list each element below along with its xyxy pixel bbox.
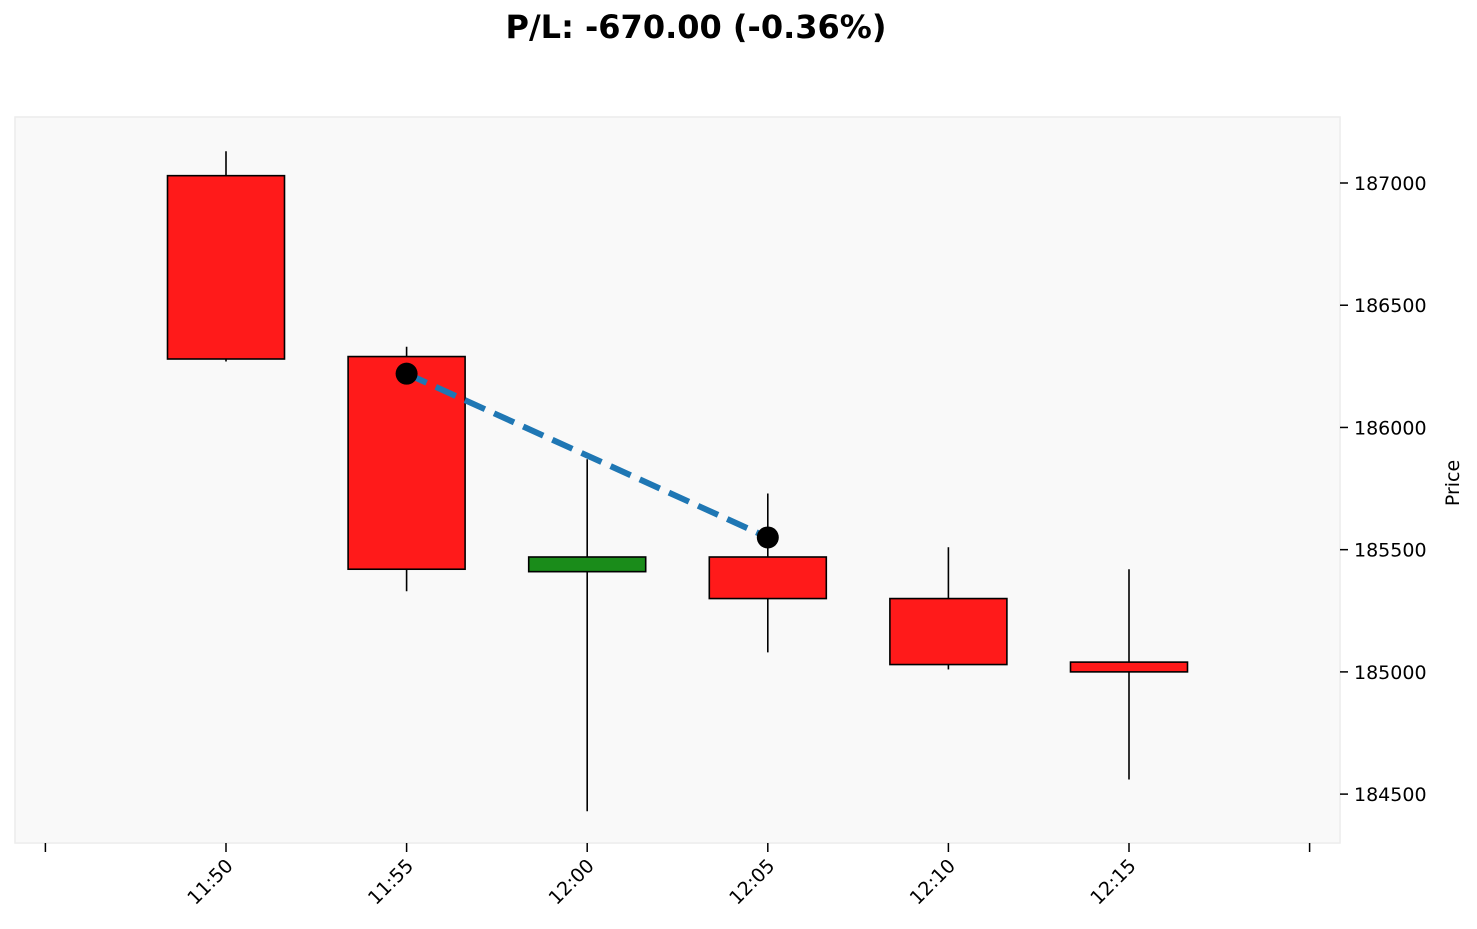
y-tick-label: 184500	[1354, 784, 1427, 806]
candle-body	[347, 355, 466, 571]
y-tick-label: 185500	[1354, 540, 1427, 562]
y-tick-label: 185000	[1354, 662, 1427, 684]
candle-body	[889, 597, 1008, 666]
candle-body	[708, 556, 828, 600]
trade-line	[405, 370, 770, 541]
x-tick-label: 12:15	[1086, 855, 1140, 909]
y-axis-title: Price	[1442, 460, 1464, 506]
x-tick-label: 12:00	[544, 855, 598, 909]
x-tick-label: 11:55	[364, 855, 418, 909]
x-tick-label: 11:50	[183, 855, 237, 909]
y-tick-label: 186000	[1354, 417, 1427, 439]
exit-marker	[756, 526, 779, 549]
y-tick-label: 186500	[1354, 295, 1427, 317]
x-tick-label: 12:05	[725, 855, 779, 909]
x-axis: 11:50 11:55 12:00 12:05 12:10 12:15	[44, 843, 1311, 909]
trade-overlay	[395, 362, 779, 549]
x-tick-label: 12:10	[906, 855, 960, 909]
candle-body	[166, 174, 286, 360]
y-axis: 184500 185000 185500 186000 186500 187000	[1340, 173, 1427, 806]
candle-bodies	[166, 174, 1189, 673]
entry-marker	[395, 362, 418, 385]
chart-title: P/L: -670.00 (-0.36%)	[505, 8, 887, 46]
candle-body	[527, 556, 647, 573]
candle-body	[1069, 661, 1189, 673]
y-tick-label: 187000	[1354, 173, 1427, 195]
